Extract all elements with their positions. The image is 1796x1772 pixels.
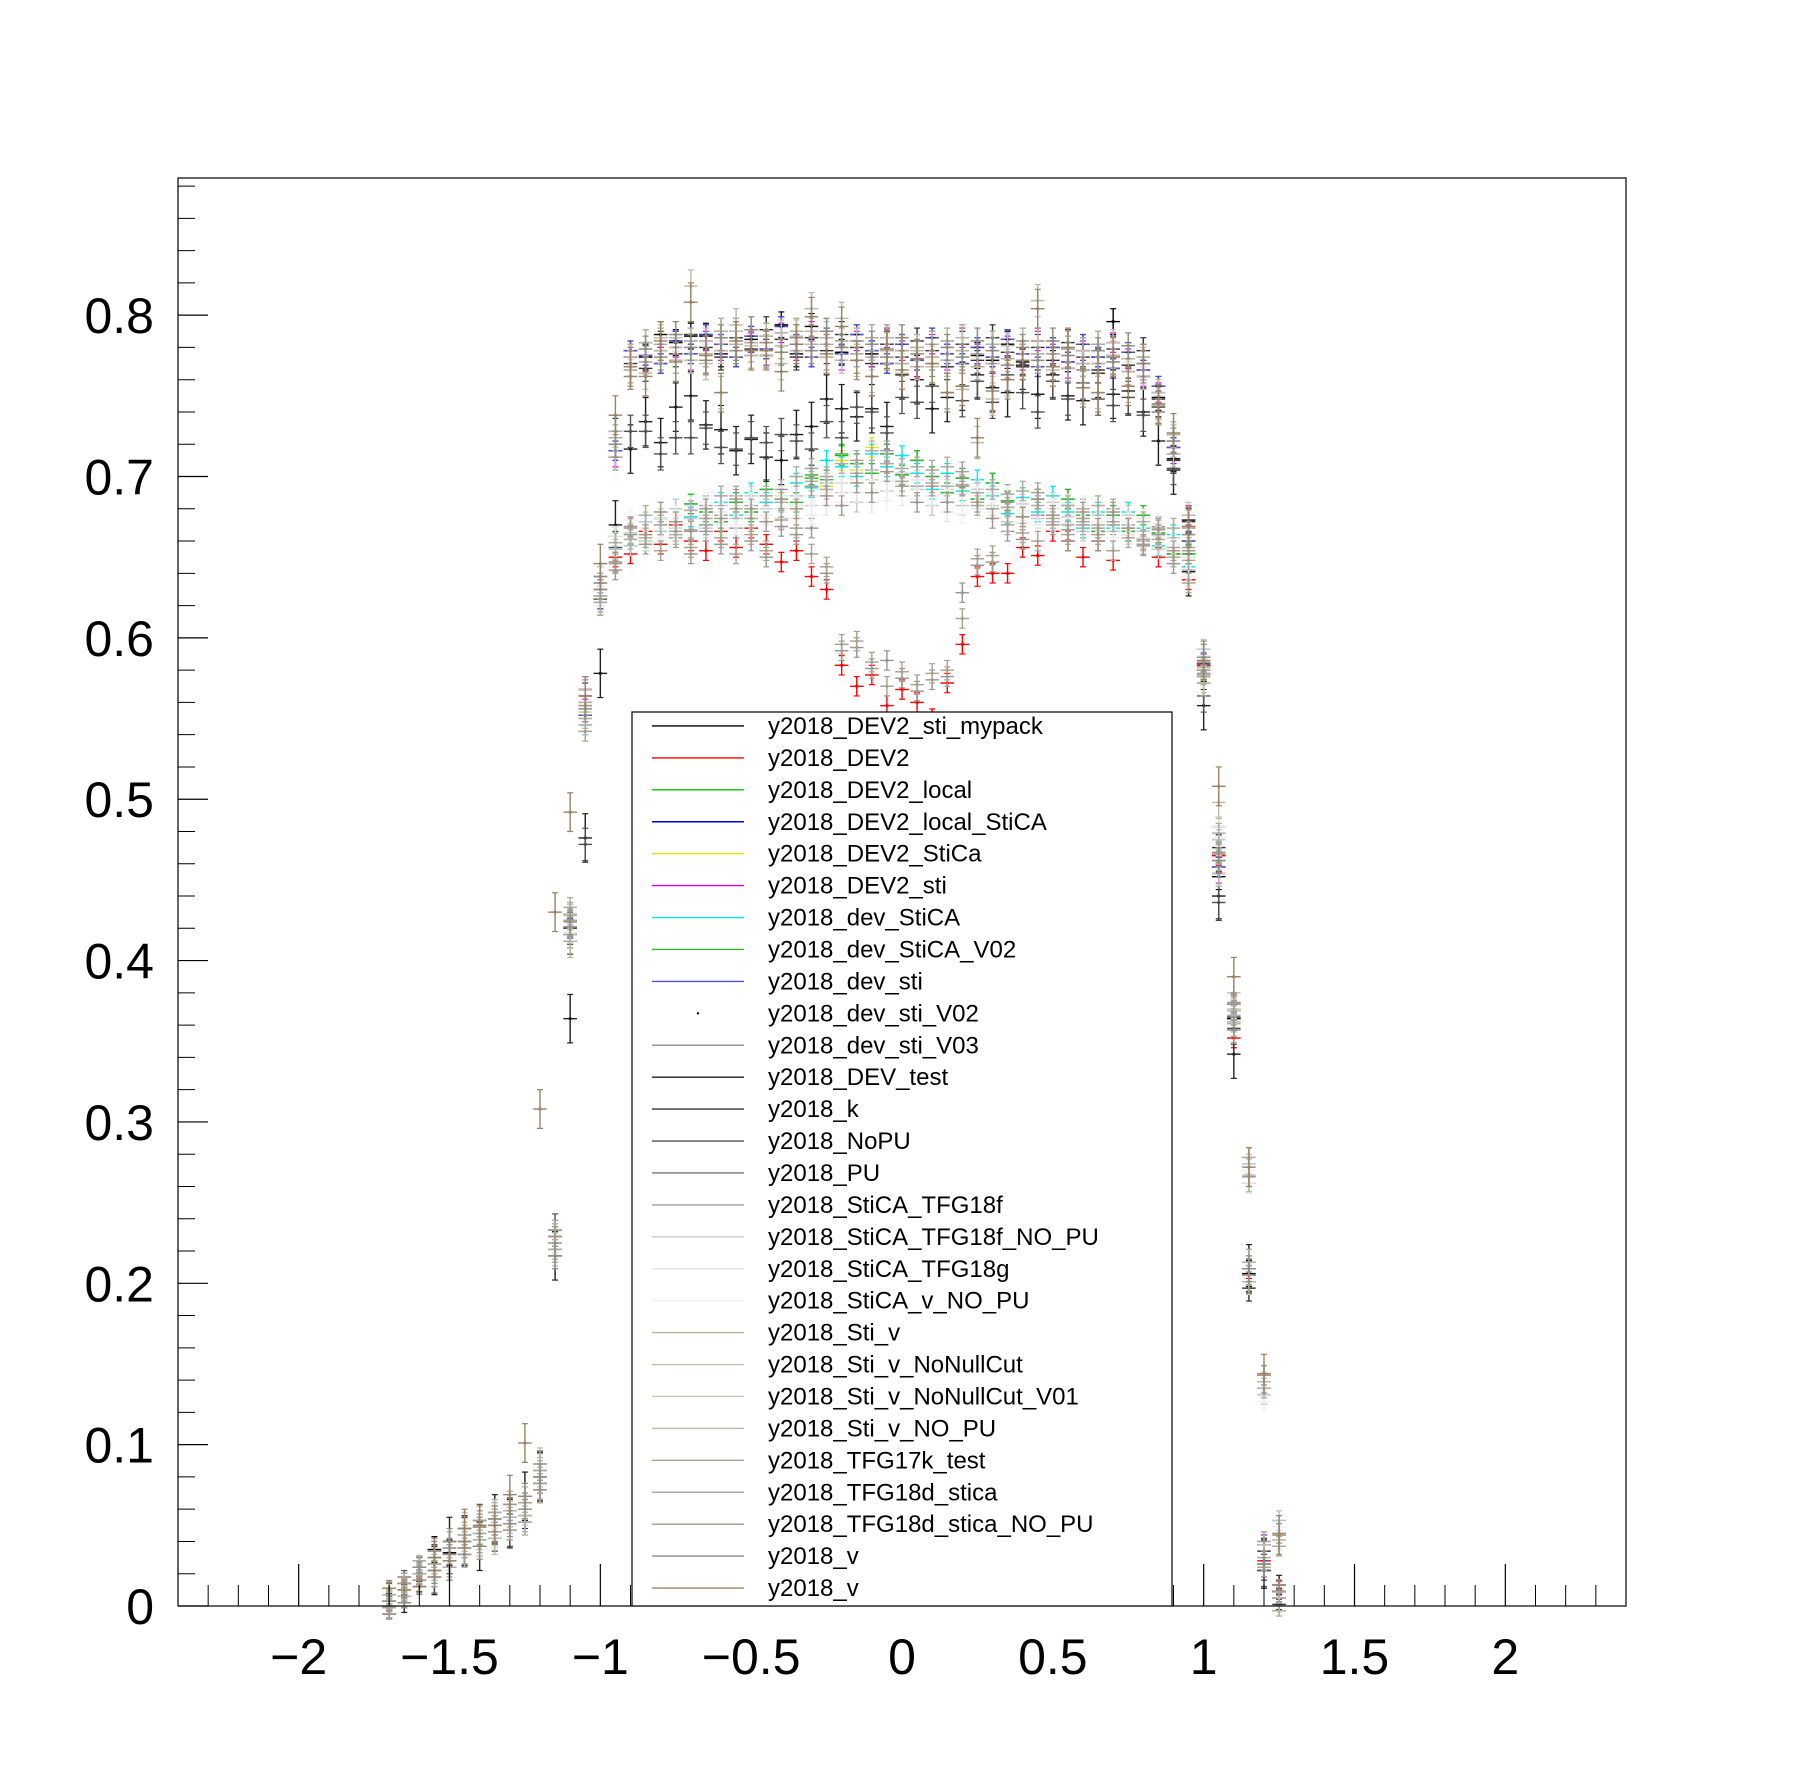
legend-label: y2018_StiCA_TFG18f_NO_PU [768,1224,1099,1251]
data-point [865,395,879,429]
legend-label: y2018_DEV2_StiCa [768,841,982,868]
legend-label: y2018_dev_StiCA_V02 [768,936,1016,963]
y-tick-label: 0 [126,1579,154,1635]
data-series-layer [382,269,1286,1620]
data-point [804,458,819,479]
data-point [804,504,819,526]
data-point [774,551,789,573]
data-point [729,432,743,466]
legend: y2018_DEV2_sti_mypack y2018_DEV2 y2018_DEV… [631,711,1173,1607]
legend-label: y2018_dev_sti_V03 [768,1032,979,1059]
legend-label: y2018_PU [768,1160,880,1187]
legend-label: y2018_DEV2_sti_mypack [768,713,1044,740]
y-tick-label: 0.1 [84,1418,154,1474]
data-point [699,411,713,445]
y-tick-label: 0.4 [84,934,154,990]
data-point [955,634,970,655]
x-tick-label: −1 [572,1629,629,1685]
legend-label: y2018_StiCA_v_NO_PU [768,1288,1029,1315]
legend-label: y2018_DEV2_sti [768,873,947,900]
data-point [759,425,774,460]
x-tick-label: 2 [1491,1629,1519,1685]
legend-label: y2018_DEV2 [768,745,909,772]
data-point [578,827,593,862]
x-tick-label: −2 [270,1629,327,1685]
x-tick-label: 1.5 [1320,1629,1390,1685]
y-tick-label: 0.7 [84,450,154,506]
legend-label: y2018_k [768,1096,860,1123]
legend-label: y2018_dev_StiCA [768,905,960,932]
data-point [955,503,970,524]
legend-marker [696,1012,700,1015]
data-point [804,566,819,587]
legend-label: y2018_Sti_v [768,1320,900,1347]
data-point [638,414,653,449]
x-tick-label: −1.5 [400,1629,499,1685]
legend-label: y2018_DEV2_local [768,777,972,804]
data-point [849,390,864,424]
data-point [744,421,758,455]
data-point [684,421,698,455]
data-point [1030,395,1045,429]
data-point [563,993,577,1044]
legend-label: y2018_NoPU [768,1128,911,1155]
data-point [668,421,683,455]
legend-label: y2018_v [768,1575,859,1602]
legend-label: y2018_TFG18d_stica_NO_PU [768,1511,1094,1538]
legend-label: y2018_StiCA_TFG18f [768,1192,1003,1219]
y-tick-label: 0.5 [84,772,154,828]
x-tick-label: 0.5 [1018,1629,1088,1685]
x-tick-label: 1 [1190,1629,1218,1685]
data-point [714,430,728,465]
legend-label: y2018_Sti_v_NoNullCut_V01 [768,1383,1079,1410]
x-tick-label: 0 [888,1629,916,1685]
data-point [789,540,804,562]
data-point [819,404,834,439]
data-point [1106,388,1120,423]
data-point [849,675,864,697]
y-tick-label: 0.6 [84,611,154,667]
data-point [955,582,970,603]
legend-label: y2018_TFG17k_test [768,1447,986,1474]
data-point [880,650,894,671]
y-tick-label: 0.3 [84,1095,154,1151]
data-point [1076,546,1090,568]
data-point [789,424,804,458]
legend-label: y2018_dev_sti_V02 [768,1000,979,1027]
legend-label: y2018_Sti_v_NO_PU [768,1415,996,1442]
data-point [1061,382,1075,416]
legend-label: y2018_Sti_v_NoNullCut [768,1352,1023,1379]
data-point [985,563,1000,584]
data-point [623,414,638,449]
legend-label: y2018_TFG18d_stica [768,1479,998,1506]
legend-label: y2018_DEV_test [768,1064,948,1091]
y-tick-label: 0.2 [84,1256,154,1312]
y-tick-label: 0.8 [84,288,154,344]
data-point [684,371,698,421]
x-tick-label: −0.5 [702,1629,801,1685]
data-point [1136,398,1151,432]
data-point [910,385,924,420]
legend-label: y2018_DEV2_local_StiCA [768,809,1047,836]
data-point [593,648,608,699]
data-point [880,490,894,511]
data-point [1000,563,1015,584]
legend-label: y2018_v [768,1543,859,1570]
data-point [653,437,668,471]
legend-label: y2018_dev_sti [768,968,923,995]
legend-label: y2018_StiCA_TFG18g [768,1256,1009,1283]
data-point [774,417,789,452]
